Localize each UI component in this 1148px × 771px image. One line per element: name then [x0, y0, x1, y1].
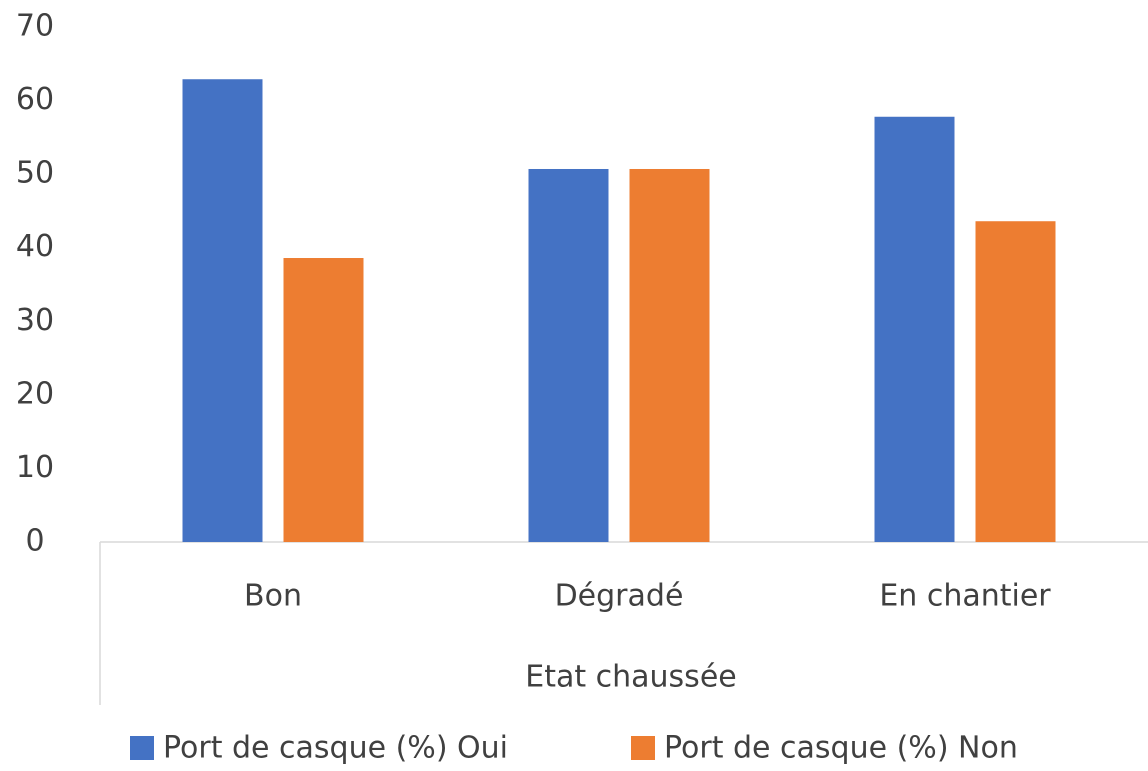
x-axis-title: Etat chaussée — [525, 660, 736, 695]
y-tick-label: 30 — [16, 303, 54, 338]
legend-swatch — [130, 736, 154, 760]
y-tick-label: 60 — [16, 82, 54, 117]
y-tick-label: 40 — [16, 229, 54, 264]
x-tick-label: Bon — [244, 579, 302, 614]
bar — [975, 221, 1056, 542]
y-tick-label: 20 — [16, 376, 54, 411]
y-tick-label: 50 — [16, 156, 54, 191]
bar — [874, 116, 955, 542]
x-tick-label: En chantier — [879, 579, 1051, 614]
bar — [283, 258, 364, 542]
bar — [629, 168, 710, 542]
x-tick-label: Dégradé — [555, 579, 684, 614]
bar — [528, 168, 609, 542]
legend-label: Port de casque (%) Oui — [163, 731, 508, 766]
bar — [182, 79, 263, 542]
y-tick-label: 10 — [16, 450, 54, 485]
legend-swatch — [631, 736, 655, 760]
y-tick-label: 0 — [25, 524, 44, 559]
legend-label: Port de casque (%) Non — [664, 731, 1018, 766]
y-tick-label: 70 — [16, 9, 54, 44]
